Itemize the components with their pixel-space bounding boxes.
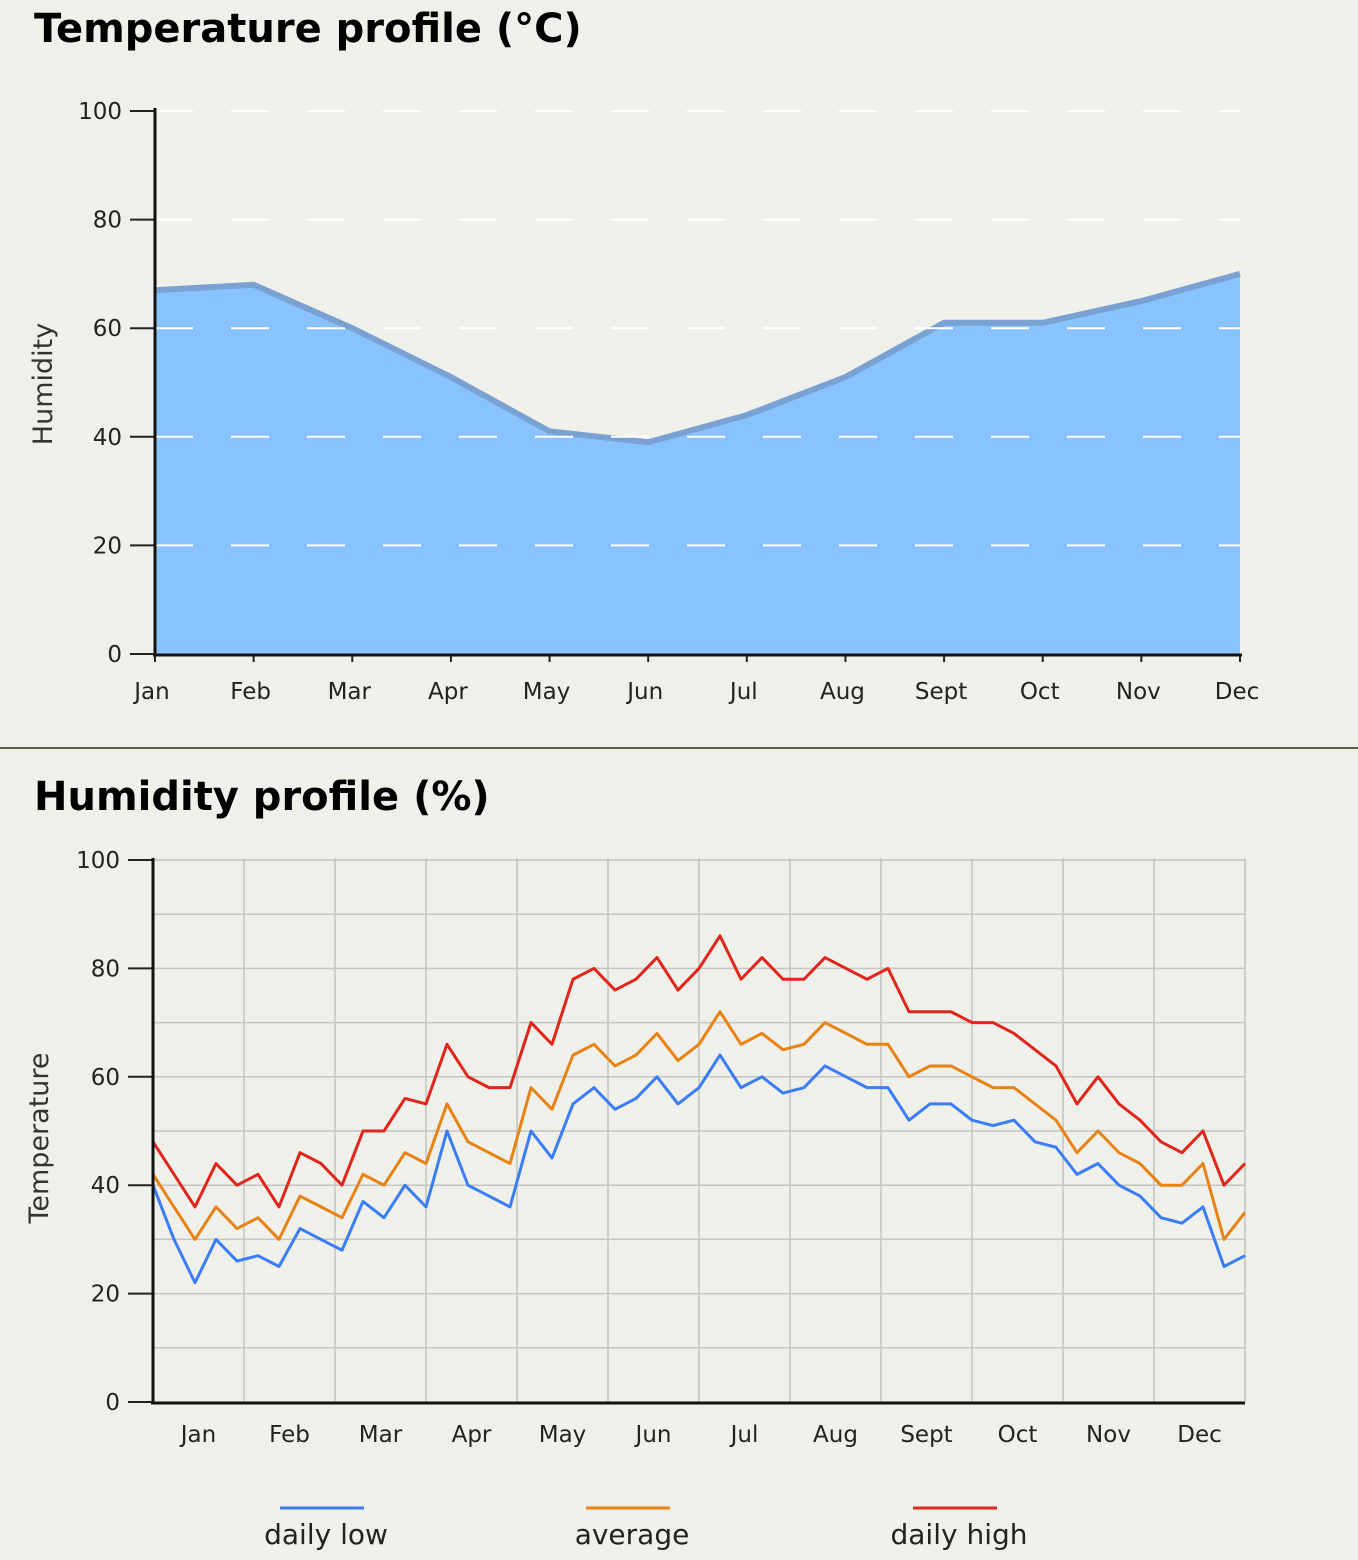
chart1-xtick-label: May: [523, 679, 571, 705]
chart2-ytick-label: 60: [91, 1065, 120, 1091]
chart2-xtick-label: Dec: [1177, 1422, 1222, 1448]
chart2-ytick-label: 40: [91, 1173, 120, 1199]
chart1-xtick-label: Nov: [1116, 679, 1161, 705]
chart1-xtick-label: Aug: [820, 679, 865, 705]
chart1-ytick-label: 40: [93, 425, 122, 451]
chart1-xtick-label: Oct: [1020, 679, 1060, 705]
chart1-xtick-label: Apr: [428, 679, 468, 705]
chart1-title: Temperature profile (°C): [34, 6, 582, 52]
chart2-xtick-label: Jan: [179, 1422, 216, 1448]
chart1-ytick-label: 20: [93, 533, 122, 559]
chart1-xtick-label: Sept: [915, 679, 967, 705]
chart2-xtick-label: Aug: [813, 1422, 858, 1448]
chart1-axes: 0 20 40 60 80 100 Jan Feb Mar Apr May Jun Jul Aug Sept…: [78, 99, 1259, 705]
chart1-area: [155, 273, 1240, 654]
series-line-daily-high: [151, 934, 1247, 1209]
chart2-legend: daily low average daily high: [264, 1506, 1028, 1551]
chart2-title: Humidity profile (%): [34, 774, 490, 820]
chart2-ylabel: Temperature: [24, 1052, 55, 1224]
legend-label: daily high: [890, 1518, 1027, 1551]
chart1-grid-overlay: [155, 110, 1240, 547]
chart1-xtick-label: Jan: [132, 679, 169, 705]
chart2-xtick-label: Jul: [729, 1422, 759, 1448]
chart2-xtick-label: Sept: [900, 1422, 952, 1448]
chart1-ylabel: Humidity: [28, 323, 59, 445]
series-line-average: [151, 1010, 1247, 1241]
legend-label: average: [575, 1518, 690, 1551]
chart2-xtick-label: Nov: [1086, 1422, 1131, 1448]
chart1-line: [154, 271, 1241, 446]
legend-label: daily low: [264, 1518, 388, 1551]
chart2-xtick-label: Apr: [452, 1422, 492, 1448]
chart2-ytick-label: 20: [91, 1282, 120, 1308]
chart2-xtick-label: May: [539, 1422, 587, 1448]
chart1-xtick-label: Jul: [728, 679, 758, 705]
chart1-xtick-label: Dec: [1215, 679, 1260, 705]
chart2-ytick-label: 80: [91, 956, 120, 982]
chart2-ytick-label: 0: [105, 1390, 120, 1416]
chart2-xtick-label: Feb: [269, 1422, 310, 1448]
chart1-ytick-label: 100: [78, 99, 122, 125]
chart1-xtick-label: Mar: [328, 679, 372, 705]
chart1-ytick-label: 80: [93, 208, 122, 234]
chart1-ytick-label: 0: [107, 642, 122, 668]
chart2-xtick-label: Jun: [634, 1422, 672, 1448]
chart1-xtick-label: Jun: [625, 679, 663, 705]
chart2-xtick-label: Oct: [998, 1422, 1038, 1448]
chart1-ytick-label: 60: [93, 316, 122, 342]
chart2-ytick-label: 100: [76, 848, 120, 874]
chart2-lines: [151, 934, 1247, 1285]
series-line-daily-low: [151, 1053, 1246, 1285]
chart2-xtick-label: Mar: [359, 1422, 403, 1448]
chart1-xtick-label: Feb: [230, 679, 271, 705]
chart2-axes: 0 20 40 60 80 100 Jan Feb Mar Apr May Jun Jul Aug Sept…: [76, 848, 1245, 1448]
